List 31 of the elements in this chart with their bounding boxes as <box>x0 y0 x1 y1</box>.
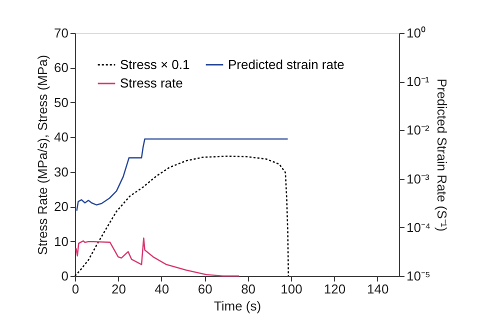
y2-tick-label: 10⁻³ <box>406 171 430 186</box>
y-tick-label: 40 <box>54 130 68 145</box>
x-tick-label: 80 <box>241 282 256 296</box>
y2-tick-label: 10⁻⁵ <box>406 268 430 284</box>
line-series <box>76 138 288 212</box>
y-tick-label: 70 <box>54 26 68 40</box>
y-tick-label: 30 <box>54 164 68 180</box>
x-tick-label: 40 <box>154 282 170 296</box>
y-tick-label: 0 <box>61 268 68 284</box>
y2-axis-title: Predicted Strain Rate (S⁻¹) <box>434 78 450 232</box>
x-tick-label: 120 <box>324 282 346 296</box>
line-series <box>74 156 290 277</box>
y-axis-title: Stress Rate (MPa/s), Stress (MPa) <box>35 54 50 256</box>
line-series <box>75 238 240 277</box>
y-tick-label: 60 <box>54 60 68 76</box>
y2-tick-label: 10⁰ <box>406 26 426 40</box>
y-tick-label: 50 <box>54 94 68 110</box>
y2-tick-label: 10⁻² <box>406 122 430 138</box>
legend-label: Stress rate <box>120 76 183 90</box>
legend-label: Predicted strain rate <box>228 56 344 72</box>
legend-label: Stress × 0.1 <box>120 56 190 72</box>
x-axis-title: Time (s) <box>214 298 262 314</box>
x-tick-label: 20 <box>111 282 126 296</box>
x-tick-label: 0 <box>72 282 80 296</box>
x-tick-label: 100 <box>280 282 302 296</box>
x-tick-label: 60 <box>198 282 212 296</box>
x-tick-label: 140 <box>367 282 389 296</box>
y2-tick-label: 10⁻⁴ <box>406 220 431 235</box>
y-tick-label: 20 <box>54 199 68 214</box>
y-tick-label: 10 <box>54 234 68 249</box>
y2-tick-label: 10⁻¹ <box>406 74 430 90</box>
